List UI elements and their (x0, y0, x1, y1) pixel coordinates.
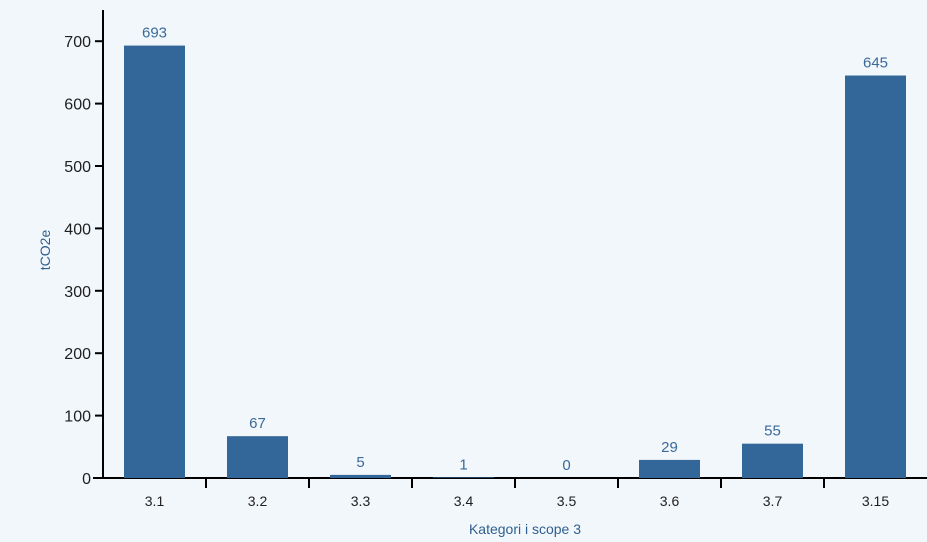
x-tick-label-3.6: 3.6 (660, 493, 680, 509)
y-tick-label: 300 (64, 284, 91, 301)
x-tick-label-3.1: 3.1 (145, 493, 165, 509)
y-tick-label: 100 (64, 409, 91, 426)
data-label-3.4: 1 (459, 456, 467, 473)
x-tick-label-3.3: 3.3 (351, 493, 371, 509)
y-tick-label: 400 (64, 221, 91, 238)
y-tick-label: 200 (64, 346, 91, 363)
bars (124, 45, 906, 479)
data-label-3.2: 67 (249, 415, 266, 432)
x-axis: 3.1 3.2 3.3 3.4 3.5 3.6 3.7 3.15 (93, 477, 927, 509)
y-tick-label: 500 (64, 159, 91, 176)
bar-3.1 (124, 45, 185, 479)
bar-3.15 (845, 75, 906, 479)
x-tick-label-3.5: 3.5 (557, 493, 577, 509)
data-label-3.7: 55 (764, 423, 781, 440)
y-axis-title: tCO2e (37, 230, 53, 271)
data-label-3.15: 645 (863, 55, 888, 72)
bar-3.2 (227, 436, 288, 478)
x-tick-label-3.15: 3.15 (862, 493, 889, 509)
x-tick-label-3.7: 3.7 (763, 493, 783, 509)
bar-3.6 (639, 459, 700, 478)
y-tick-label: 0 (82, 471, 91, 488)
y-tick-label: 600 (64, 97, 91, 114)
bar-3.3 (330, 474, 391, 478)
data-label-3.3: 5 (356, 454, 364, 471)
x-tick-label-3.4: 3.4 (454, 493, 474, 509)
bar-3.7 (742, 443, 803, 478)
data-labels: 693 67 5 1 0 29 55 645 (142, 25, 888, 474)
data-label-3.6: 29 (661, 439, 678, 456)
y-tick-label: 700 (64, 34, 91, 51)
y-axis: 0 100 200 300 400 500 600 700 (64, 10, 104, 488)
data-label-3.1: 693 (142, 25, 167, 42)
x-tick-label-3.2: 3.2 (248, 493, 268, 509)
bar-3.4 (433, 477, 494, 478)
x-axis-title: Kategori i scope 3 (469, 521, 581, 537)
data-label-3.5: 0 (562, 457, 570, 474)
